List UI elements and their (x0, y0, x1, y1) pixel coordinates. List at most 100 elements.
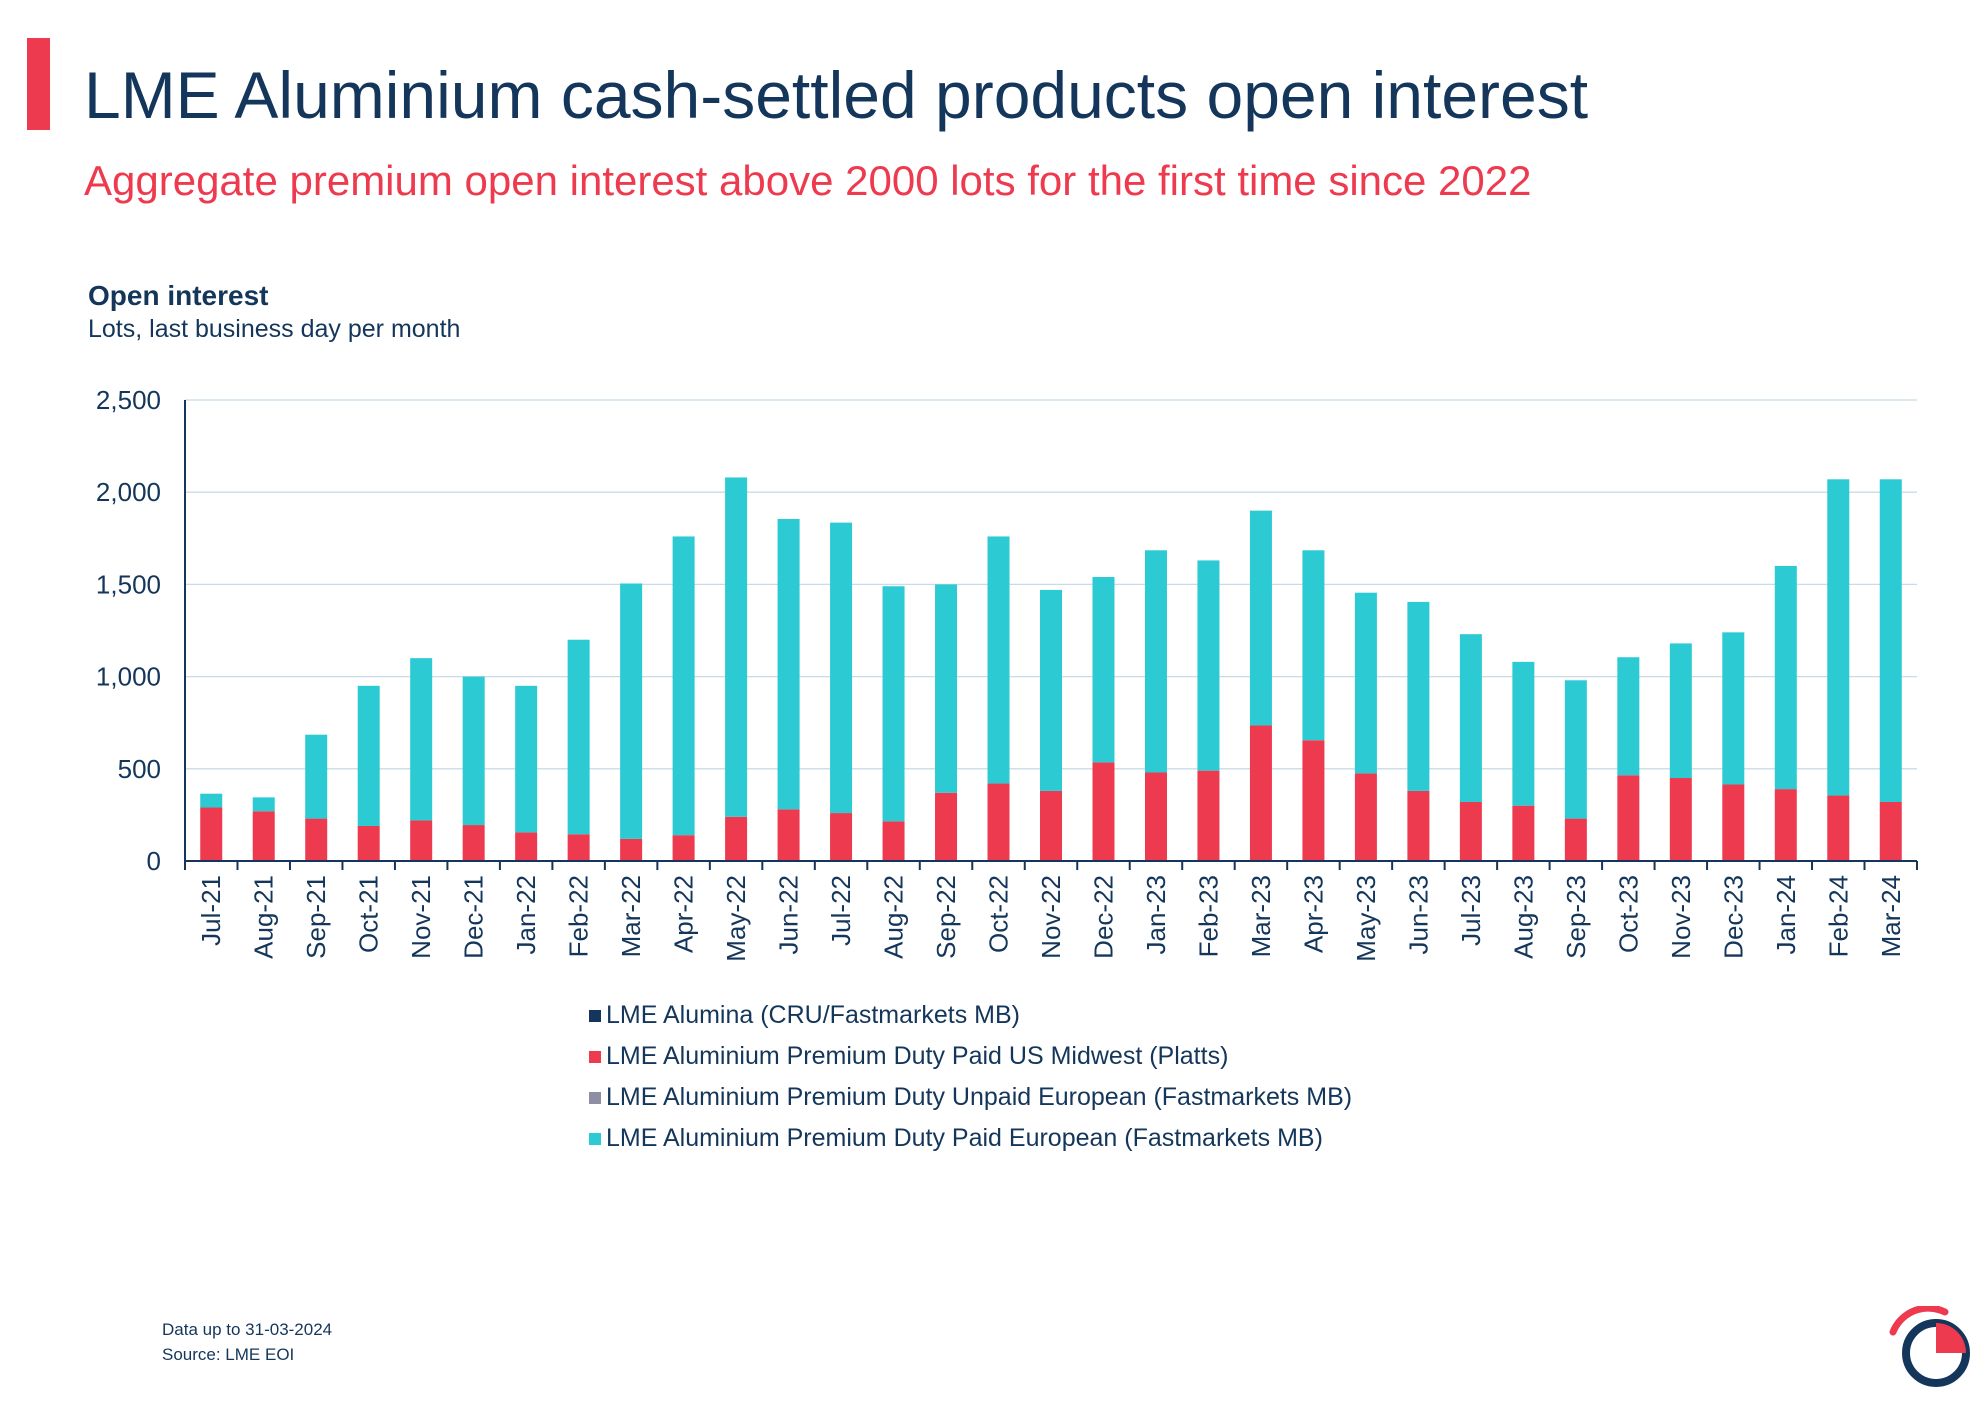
bar-segment-series-3 (1827, 479, 1850, 796)
legend-swatch-us-midwest (589, 1050, 601, 1063)
x-tick-label: Apr-23 (1298, 875, 1328, 953)
bar-segment-series-1 (1617, 775, 1640, 861)
bar-segment-series-3 (357, 685, 380, 826)
x-tick-label: Jun-22 (774, 875, 804, 955)
x-tick-label: Dec-21 (459, 875, 489, 959)
x-tick-label: Nov-23 (1666, 875, 1696, 959)
legend-label: LME Alumina (CRU/Fastmarkets MB) (606, 1001, 1020, 1029)
bar-segment-series-1 (830, 813, 853, 861)
page-subtitle: Aggregate premium open interest above 20… (84, 157, 1532, 204)
bar-segment-series-3 (1774, 565, 1797, 790)
legend-item-us-midwest: LME Aluminium Premium Duty Paid US Midwe… (589, 1036, 1352, 1077)
y-tick-label: 1,500 (96, 569, 161, 599)
x-tick-label: Oct-21 (354, 875, 384, 953)
bar-segment-series-1 (1144, 772, 1167, 861)
title-accent-bar (27, 38, 50, 130)
x-tick-label: Nov-21 (406, 875, 436, 959)
bar-segment-series-1 (725, 816, 748, 861)
x-tick-label: Sep-21 (301, 875, 331, 959)
x-tick-label: Apr-22 (669, 875, 699, 953)
bar-segment-series-3 (830, 522, 853, 814)
y-tick-label: 500 (118, 754, 161, 784)
bar-segment-series-1 (1354, 773, 1377, 861)
bar-segment-series-3 (1197, 560, 1220, 771)
bar-segment-series-1 (515, 832, 538, 861)
legend-item-duty-paid-european: LME Aluminium Premium Duty Paid European… (589, 1118, 1352, 1159)
x-tick-label: Feb-22 (564, 875, 594, 957)
bar-segment-series-1 (1669, 778, 1692, 861)
bar-segment-series-3 (1669, 643, 1692, 779)
bar-segment-series-3 (1722, 632, 1745, 785)
x-tick-label: Aug-22 (879, 875, 909, 959)
bar-segment-series-3 (987, 536, 1010, 784)
bar-segment-series-3 (252, 797, 275, 812)
x-tick-label: Jul-21 (196, 875, 226, 946)
bar-segment-series-1 (1564, 818, 1587, 861)
bar-segment-series-3 (410, 658, 433, 821)
bar-segment-series-3 (1144, 550, 1167, 773)
bar-segment-series-1 (1302, 740, 1325, 861)
chart-subtitle: Lots, last business day per month (88, 315, 461, 343)
bar-segment-series-3 (515, 685, 538, 833)
bar-segment-series-1 (1879, 801, 1902, 861)
bar-segment-series-3 (1092, 577, 1115, 763)
bar-segment-series-1 (777, 809, 800, 861)
legend-label: LME Aluminium Premium Duty Unpaid Europe… (606, 1083, 1353, 1111)
bar-segment-series-3 (935, 584, 958, 793)
bar-segment-series-3 (567, 639, 590, 835)
x-tick-label: Sep-22 (931, 875, 961, 959)
legend-swatch-alumina (589, 1009, 601, 1022)
x-tick-label: Mar-23 (1246, 875, 1276, 957)
bar-segment-series-3 (462, 676, 485, 826)
bar-segment-series-1 (1512, 805, 1535, 861)
bar-segment-series-3 (1249, 510, 1272, 726)
bar-segment-series-1 (1040, 790, 1062, 861)
bar-segment-series-1 (1722, 784, 1745, 861)
legend-label: LME Aluminium Premium Duty Paid European… (606, 1124, 1323, 1152)
stacked-bar-chart: 0 500 1,000 1,500 2,000 2,500 Jul-21 Aug-21 Sep-… (96, 385, 1918, 962)
bar-segment-series-1 (200, 807, 223, 861)
bar-segment-series-3 (1617, 657, 1640, 776)
bar-segment-series-1 (1249, 725, 1272, 861)
x-tick-label: Jul-22 (826, 875, 856, 946)
x-tick-label: Nov-22 (1036, 875, 1066, 959)
x-tick-label: Jan-22 (511, 875, 541, 955)
x-tick-label: Dec-23 (1718, 875, 1748, 959)
x-tick-label: May-22 (721, 875, 751, 962)
bar-segment-series-3 (1040, 589, 1062, 791)
bar-segment-series-1 (1774, 789, 1797, 861)
bar-segment-series-1 (672, 835, 695, 861)
bar-segment-series-1 (305, 818, 328, 861)
bar-segment-series-1 (987, 783, 1010, 861)
bar-segment-series-1 (1197, 770, 1220, 861)
bar-segment-series-1 (620, 838, 643, 861)
y-tick-label: 2,500 (96, 385, 161, 415)
y-tick-label: 1,000 (96, 662, 161, 692)
bar-segment-series-3 (1879, 479, 1902, 802)
x-tick-label: Aug-23 (1508, 875, 1538, 959)
x-tick-label: Jul-23 (1456, 875, 1486, 946)
x-tick-label: Oct-22 (984, 875, 1014, 953)
legend-item-alumina: LME Alumina (CRU/Fastmarkets MB) (589, 995, 1352, 1036)
lme-logo-icon (1889, 1306, 1970, 1387)
source-note: Source: LME EOI (162, 1345, 295, 1364)
bar-segment-series-3 (777, 518, 800, 810)
bar-segment-series-3 (1512, 661, 1535, 806)
y-tick-label: 0 (147, 846, 161, 876)
bar-segment-series-1 (1827, 795, 1850, 861)
x-tick-label: Dec-22 (1088, 875, 1118, 959)
x-tick-label: Mar-22 (616, 875, 646, 957)
x-tick-label: Aug-21 (249, 875, 279, 959)
chart-legend: LME Alumina (CRU/Fastmarkets MB) LME Alu… (589, 995, 1352, 1159)
bar-segment-series-1 (1407, 790, 1430, 861)
bar-segment-series-3 (1459, 634, 1482, 802)
bar-segment-series-3 (1354, 592, 1377, 774)
legend-swatch-duty-paid-european (589, 1132, 601, 1145)
bar-segment-series-3 (620, 583, 643, 839)
bar-segment-series-1 (1092, 762, 1115, 861)
x-tick-label: Jan-24 (1771, 875, 1801, 955)
x-tick-label: Jan-23 (1141, 875, 1171, 955)
bar-segment-series-1 (252, 811, 275, 861)
bar-segment-series-1 (1459, 801, 1482, 861)
bar-segment-series-1 (567, 834, 590, 861)
